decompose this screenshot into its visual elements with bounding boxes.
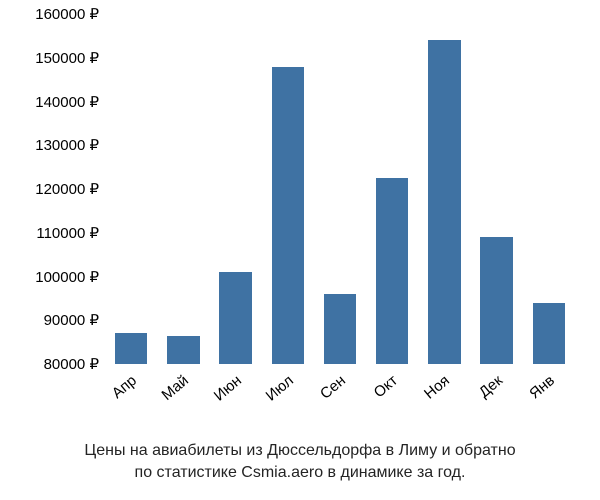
y-tick-label: 90000 ₽ xyxy=(44,311,105,329)
bar xyxy=(428,40,460,364)
bars xyxy=(105,14,575,364)
bar xyxy=(324,294,356,364)
x-tick-label: Дек xyxy=(475,372,505,401)
bar xyxy=(272,67,304,365)
y-tick-label: 100000 ₽ xyxy=(35,268,105,286)
bar xyxy=(533,303,565,364)
x-tick-label: Ноя xyxy=(422,372,454,403)
caption-line-1: Цены на авиабилеты из Дюссельдорфа в Лим… xyxy=(84,442,515,459)
chart-caption: Цены на авиабилеты из Дюссельдорфа в Лим… xyxy=(0,440,600,483)
plot-area: 80000 ₽90000 ₽100000 ₽110000 ₽120000 ₽13… xyxy=(105,14,575,364)
x-tick-label: Май xyxy=(159,372,192,404)
x-tick-label: Июн xyxy=(210,372,244,405)
x-tick-label: Янв xyxy=(526,372,558,402)
price-chart: 80000 ₽ 90000 ₽ 100000 ₽ 110000 ₽ 120000 ₽ 13… xyxy=(0,0,600,500)
y-tick-label: 110000 ₽ xyxy=(36,224,105,242)
caption-line-2: по статистике Csmia.aero в динамике за г… xyxy=(135,464,466,481)
bar xyxy=(376,178,408,364)
x-tick-label: Окт xyxy=(371,372,401,401)
bar xyxy=(167,336,199,364)
x-tick-label: Июл xyxy=(262,372,296,405)
y-tick-label: 80000 ₽ xyxy=(44,355,105,373)
x-tick-label: Апр xyxy=(109,372,140,402)
y-tick-label: 130000 ₽ xyxy=(35,136,105,154)
y-tick-label: 120000 ₽ xyxy=(35,180,105,198)
y-tick-label: 150000 ₽ xyxy=(35,49,105,67)
bar xyxy=(219,272,251,364)
bar xyxy=(480,237,512,364)
y-tick-label: 160000 ₽ xyxy=(35,5,105,23)
y-tick-label: 140000 ₽ xyxy=(35,93,105,111)
bar xyxy=(115,333,147,364)
x-tick-label: Сен xyxy=(317,372,349,403)
